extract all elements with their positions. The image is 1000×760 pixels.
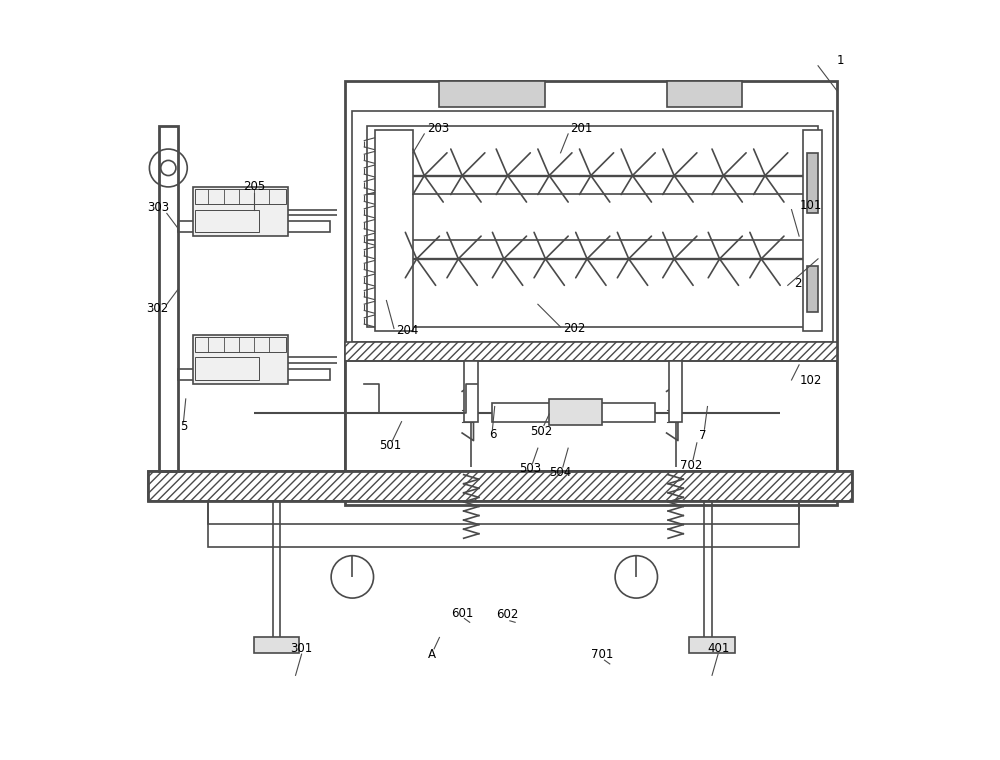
Text: 2: 2 [794, 277, 801, 290]
Bar [195, 357, 259, 380]
Text: 502: 502 [531, 425, 553, 438]
Text: 302: 302 [147, 302, 169, 315]
Bar [549, 399, 602, 426]
Text: 701: 701 [591, 648, 613, 661]
Bar [208, 501, 799, 546]
Bar [689, 638, 735, 653]
Text: 401: 401 [707, 642, 729, 655]
Bar [464, 361, 478, 422]
Text: 102: 102 [799, 373, 822, 387]
Text: 303: 303 [147, 201, 169, 214]
Bar [193, 187, 288, 236]
Text: A: A [428, 648, 436, 660]
Bar [367, 126, 818, 327]
Text: 501: 501 [379, 439, 401, 451]
Bar [492, 403, 655, 422]
Text: 702: 702 [680, 459, 702, 472]
Bar [345, 361, 837, 471]
Bar [352, 111, 833, 342]
Bar [159, 126, 178, 471]
Bar [148, 471, 852, 501]
Text: 203: 203 [427, 122, 449, 135]
Bar [254, 638, 299, 653]
Bar [208, 501, 799, 524]
Text: 101: 101 [799, 199, 822, 212]
Bar [375, 130, 413, 331]
Bar [807, 267, 818, 312]
Bar [803, 130, 822, 331]
Text: 7: 7 [699, 429, 707, 442]
Bar [439, 81, 545, 107]
Text: 601: 601 [451, 606, 473, 619]
Bar [345, 81, 837, 505]
Text: 504: 504 [549, 466, 572, 479]
Bar [195, 337, 286, 352]
Bar [178, 221, 330, 233]
Text: 201: 201 [570, 122, 592, 135]
Text: 5: 5 [180, 420, 187, 433]
Text: 205: 205 [243, 180, 265, 193]
Bar [669, 361, 682, 422]
Bar [148, 471, 852, 501]
Bar [195, 210, 259, 233]
Bar [807, 153, 818, 214]
Bar [345, 342, 837, 361]
Text: 204: 204 [396, 325, 419, 337]
Text: 6: 6 [489, 428, 496, 441]
Text: 1: 1 [837, 54, 844, 67]
Bar [178, 369, 330, 380]
Bar [195, 189, 286, 204]
Text: 503: 503 [519, 462, 541, 475]
Text: 602: 602 [496, 608, 519, 621]
Bar [667, 81, 742, 107]
Text: 301: 301 [290, 642, 313, 655]
Text: 202: 202 [563, 322, 585, 335]
Bar [193, 334, 288, 384]
